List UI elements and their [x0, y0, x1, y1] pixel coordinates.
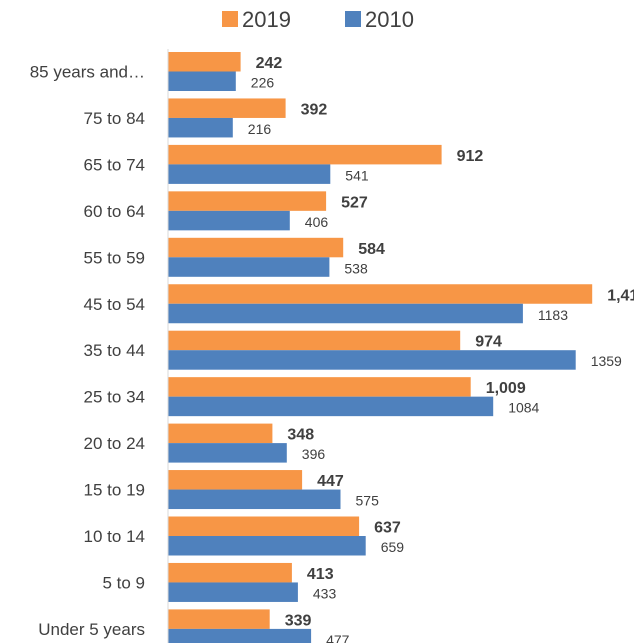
legend-swatch-2010	[345, 11, 361, 27]
bar-2010	[168, 303, 523, 324]
data-label-2019: 242	[256, 55, 283, 72]
bars	[168, 52, 593, 643]
data-label-2010: 406	[305, 214, 329, 230]
bar-2019	[168, 516, 360, 536]
data-label-2010: 1359	[591, 353, 622, 369]
bar-2019	[168, 191, 327, 211]
bar-2010	[168, 582, 298, 602]
bar-2019	[168, 377, 471, 397]
bar-2019	[168, 562, 292, 583]
bar-2019	[168, 98, 286, 118]
bar-2010	[168, 628, 312, 643]
bar-2019	[168, 423, 273, 444]
bar-2019	[168, 609, 270, 629]
bar-2010	[168, 257, 330, 277]
data-label-2010: 1183	[538, 307, 568, 323]
category-label: 15 to 19	[84, 481, 145, 500]
data-label-2019: 348	[287, 427, 314, 444]
legend-label-2019: 2019	[242, 7, 291, 32]
data-label-2010: 575	[356, 493, 380, 509]
data-label-2019: 912	[457, 148, 484, 165]
bar-2010	[168, 396, 494, 417]
category-label: 25 to 34	[84, 388, 145, 407]
data-label-2010: 216	[248, 121, 272, 137]
bar-2019	[168, 52, 241, 72]
data-label-2019: 339	[285, 612, 312, 629]
category-label: 60 to 64	[84, 202, 145, 221]
bar-2019	[168, 237, 344, 258]
bar-2019	[168, 470, 303, 490]
legend: 2019 2010	[222, 7, 414, 32]
data-label-2019: 1,009	[486, 380, 526, 397]
data-label-2010: 477	[326, 632, 350, 643]
data-label-2010: 541	[345, 167, 369, 183]
category-label: Under 5 years	[38, 620, 145, 639]
bar-2010	[168, 164, 331, 184]
data-label-2010: 396	[302, 446, 326, 462]
bar-2019	[168, 144, 442, 165]
category-label: 65 to 74	[84, 155, 145, 174]
data-label-2010: 433	[313, 585, 337, 601]
legend-label-2010: 2010	[365, 7, 414, 32]
bar-2010	[168, 71, 236, 91]
bar-2010	[168, 210, 290, 231]
category-label: 5 to 9	[102, 573, 145, 592]
bar-2010	[168, 117, 233, 138]
data-label-2010: 538	[344, 260, 368, 276]
category-label: 45 to 54	[84, 295, 145, 314]
category-label: 20 to 24	[84, 434, 145, 453]
data-label-2010: 1084	[508, 400, 539, 416]
category-labels: 85 years and… 75 to 84 65 to 74 60 to 64 55 …	[30, 63, 145, 639]
category-label: 35 to 44	[84, 341, 145, 360]
data-label-2019: 392	[301, 101, 328, 118]
data-label-2010: 659	[381, 539, 405, 555]
data-label-2019: 447	[317, 473, 344, 490]
bar-2010	[168, 350, 576, 370]
data-labels: 242 226 392 216 912 541 527 406 584 538 1,414 1183 9…	[248, 55, 634, 643]
data-label-2019: 637	[374, 520, 401, 537]
category-label: 55 to 59	[84, 248, 145, 267]
bar-2010	[168, 443, 287, 463]
bar-2019	[168, 330, 461, 351]
bar-2019	[168, 284, 593, 304]
data-label-2019: 974	[475, 334, 502, 351]
data-label-2019: 584	[358, 241, 385, 258]
bar-2010	[168, 536, 366, 556]
legend-swatch-2019	[222, 11, 238, 27]
data-label-2019: 527	[341, 194, 368, 211]
data-label-2019: 1,414	[607, 287, 634, 304]
category-label: 10 to 14	[84, 527, 145, 546]
category-label: 75 to 84	[84, 109, 145, 128]
category-label: 85 years and…	[30, 63, 145, 82]
data-label-2019: 413	[307, 566, 334, 583]
data-label-2010: 226	[251, 75, 275, 91]
bar-2010	[168, 489, 341, 510]
